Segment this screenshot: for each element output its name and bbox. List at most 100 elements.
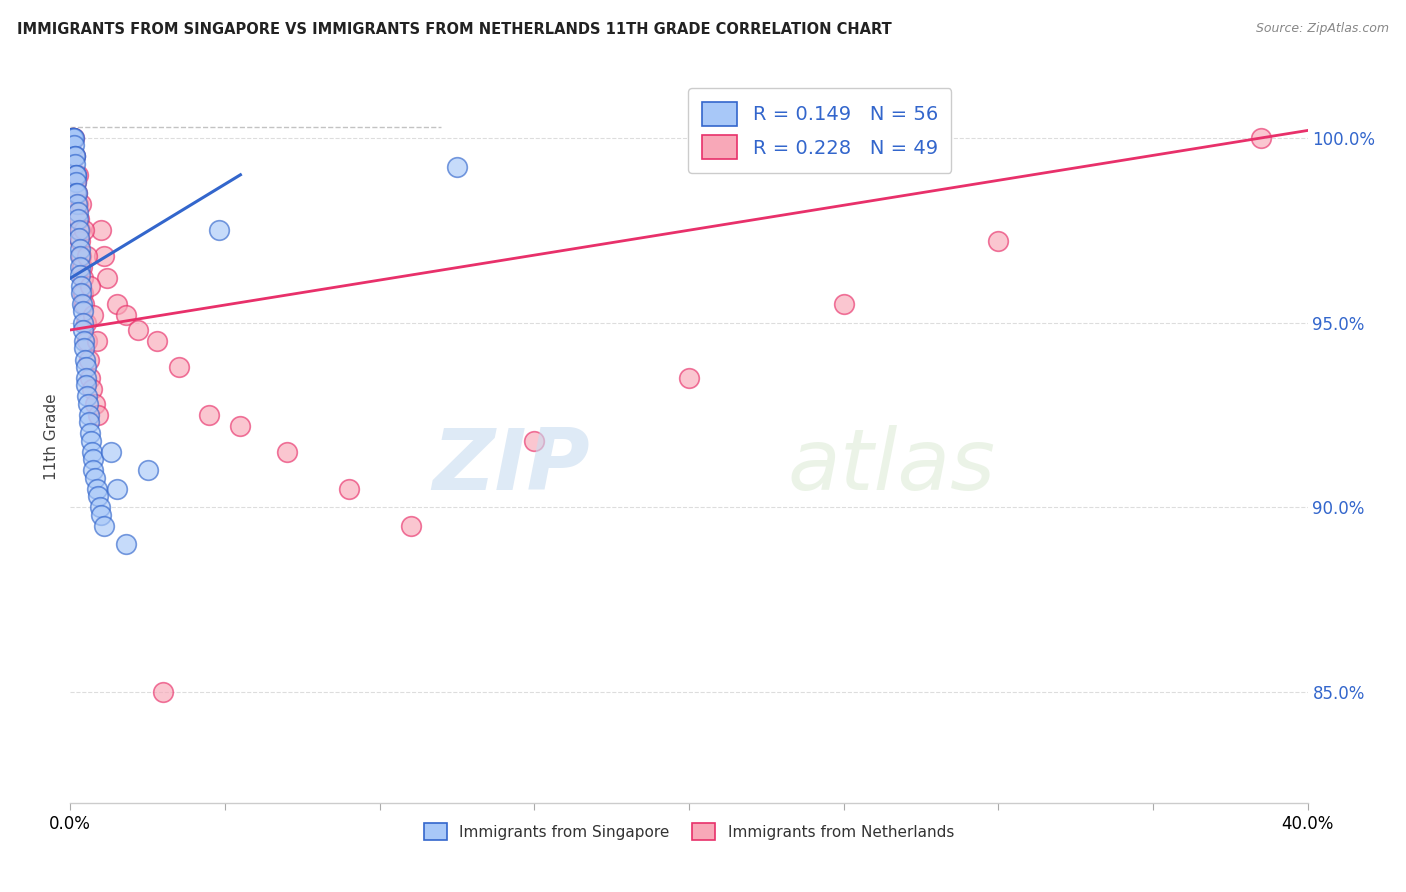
Point bbox=[73, 223, 96, 237]
Point bbox=[86, 334, 108, 348]
Point bbox=[80, 445, 103, 459]
Point bbox=[84, 471, 107, 485]
Point bbox=[446, 161, 468, 175]
Point bbox=[79, 426, 101, 441]
Point bbox=[82, 463, 105, 477]
Point bbox=[73, 297, 96, 311]
Point bbox=[70, 278, 93, 293]
Point bbox=[115, 537, 138, 551]
Point bbox=[152, 685, 174, 699]
Point bbox=[77, 352, 100, 367]
Point bbox=[678, 371, 700, 385]
Point bbox=[523, 434, 546, 448]
Point bbox=[90, 508, 112, 522]
Point bbox=[70, 285, 93, 300]
Point bbox=[63, 149, 86, 163]
Point bbox=[72, 271, 94, 285]
Point bbox=[69, 260, 91, 274]
Point bbox=[90, 223, 112, 237]
Text: ZIP: ZIP bbox=[432, 425, 591, 508]
Point bbox=[75, 359, 97, 374]
Text: Source: ZipAtlas.com: Source: ZipAtlas.com bbox=[1256, 22, 1389, 36]
Point bbox=[82, 452, 104, 467]
Point bbox=[76, 249, 98, 263]
Point bbox=[80, 434, 103, 448]
Point bbox=[987, 235, 1010, 249]
Point bbox=[62, 131, 84, 145]
Point bbox=[208, 223, 231, 237]
Point bbox=[1250, 131, 1272, 145]
Point bbox=[100, 445, 122, 459]
Point bbox=[65, 168, 87, 182]
Point bbox=[77, 397, 100, 411]
Point bbox=[63, 131, 86, 145]
Point bbox=[66, 186, 89, 201]
Point bbox=[69, 249, 91, 263]
Point bbox=[67, 212, 90, 227]
Point bbox=[76, 389, 98, 403]
Point bbox=[93, 249, 115, 263]
Point bbox=[63, 157, 86, 171]
Point bbox=[84, 397, 107, 411]
Point bbox=[79, 371, 101, 385]
Point bbox=[75, 316, 97, 330]
Point bbox=[127, 323, 149, 337]
Point bbox=[75, 378, 97, 392]
Point bbox=[65, 175, 87, 189]
Point bbox=[63, 149, 86, 163]
Point bbox=[69, 223, 91, 237]
Point bbox=[65, 168, 87, 182]
Point bbox=[70, 249, 93, 263]
Point bbox=[399, 518, 422, 533]
Point bbox=[62, 131, 84, 145]
Point bbox=[63, 131, 86, 145]
Point bbox=[67, 230, 90, 244]
Point bbox=[96, 271, 118, 285]
Point bbox=[67, 223, 90, 237]
Point bbox=[80, 382, 103, 396]
Point bbox=[72, 285, 94, 300]
Y-axis label: 11th Grade: 11th Grade bbox=[44, 393, 59, 481]
Point bbox=[82, 308, 105, 322]
Point bbox=[67, 168, 90, 182]
Point bbox=[115, 308, 138, 322]
Point bbox=[105, 297, 128, 311]
Point bbox=[89, 500, 111, 515]
Point bbox=[105, 482, 128, 496]
Point bbox=[70, 260, 93, 274]
Point bbox=[87, 489, 110, 503]
Point bbox=[79, 415, 101, 429]
Point bbox=[65, 186, 87, 201]
Point bbox=[73, 334, 96, 348]
Point bbox=[67, 197, 90, 211]
Point bbox=[229, 419, 252, 434]
Point bbox=[73, 342, 96, 356]
Point bbox=[77, 408, 100, 422]
Point bbox=[72, 323, 94, 337]
Point bbox=[69, 268, 91, 282]
Point bbox=[75, 352, 97, 367]
Point bbox=[66, 197, 89, 211]
Point bbox=[76, 334, 98, 348]
Point bbox=[65, 175, 87, 189]
Legend: Immigrants from Singapore, Immigrants from Netherlands: Immigrants from Singapore, Immigrants fr… bbox=[418, 816, 960, 847]
Point bbox=[93, 518, 115, 533]
Point bbox=[62, 131, 84, 145]
Point bbox=[62, 131, 84, 145]
Point bbox=[146, 334, 169, 348]
Point bbox=[87, 408, 110, 422]
Point bbox=[66, 186, 89, 201]
Point bbox=[75, 371, 97, 385]
Point bbox=[69, 235, 91, 249]
Point bbox=[63, 149, 86, 163]
Point bbox=[86, 482, 108, 496]
Point bbox=[337, 482, 360, 496]
Point bbox=[276, 445, 298, 459]
Point bbox=[832, 297, 855, 311]
Point bbox=[63, 138, 86, 153]
Point bbox=[69, 242, 91, 256]
Point bbox=[72, 304, 94, 318]
Point bbox=[136, 463, 159, 477]
Point bbox=[167, 359, 190, 374]
Point bbox=[198, 408, 221, 422]
